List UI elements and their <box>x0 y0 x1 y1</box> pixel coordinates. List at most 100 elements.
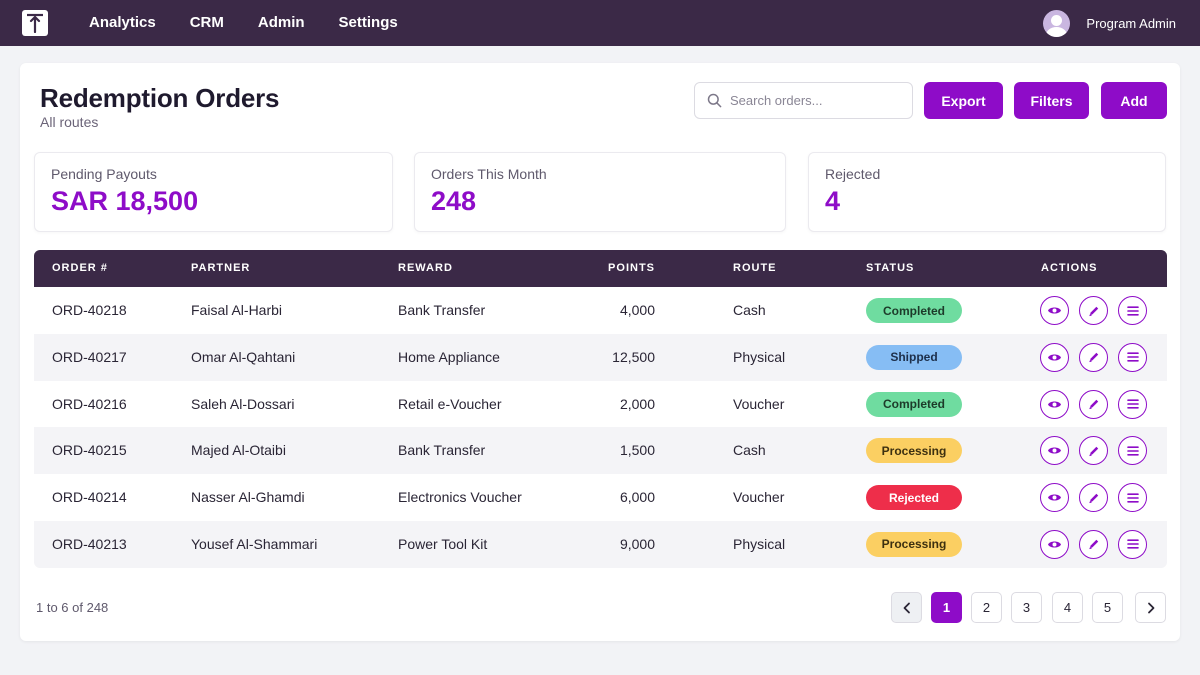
column-header-partner[interactable]: PARTNER <box>191 262 251 274</box>
add-button[interactable]: Add <box>1101 82 1167 119</box>
cell-points: 1,500 <box>619 442 655 459</box>
row-actions <box>1040 529 1157 559</box>
view-button[interactable] <box>1040 389 1069 419</box>
export-button[interactable]: Export <box>924 82 1003 119</box>
details-button[interactable] <box>1118 436 1147 466</box>
view-button[interactable] <box>1040 342 1069 372</box>
cell-partner: Yousef Al-Shammari <box>191 535 318 552</box>
view-button[interactable] <box>1040 436 1069 466</box>
cell-route: Cash <box>733 442 766 459</box>
view-button[interactable] <box>1040 529 1069 559</box>
details-button[interactable] <box>1118 529 1147 559</box>
table-row[interactable]: ORD-40215 Majed Al-Otaibi Bank Transfer 1,5… <box>34 427 1167 475</box>
row-actions <box>1040 483 1157 513</box>
column-header-route[interactable]: ROUTE <box>733 262 777 274</box>
table-row[interactable]: ORD-40217 Omar Al-Qahtani Home Appliance 12… <box>34 333 1167 381</box>
list-icon <box>1126 539 1139 550</box>
table-row[interactable]: ORD-40214 Nasser Al-Ghamdi Electronics Vou… <box>34 474 1167 521</box>
details-button[interactable] <box>1118 296 1147 325</box>
cell-partner: Faisal Al-Harbi <box>191 302 283 318</box>
eye-icon <box>1047 399 1062 410</box>
app-logo[interactable] <box>22 10 48 36</box>
status-badge: Rejected <box>866 485 962 511</box>
avatar[interactable] <box>1043 9 1071 37</box>
edit-button[interactable] <box>1079 389 1108 419</box>
stat-card-pending-payouts: Pending Payouts SAR 18,500 <box>34 152 393 232</box>
cell-order-number: ORD-40213 <box>52 535 127 552</box>
search-box[interactable] <box>694 82 913 119</box>
main-panel: Redemption Orders All routes Export Filt… <box>20 63 1180 641</box>
cell-partner: Saleh Al-Dossari <box>191 395 295 412</box>
pagination-page-2[interactable]: 2 <box>971 592 1002 623</box>
stat-label: Orders This Month <box>431 166 547 182</box>
stat-label: Rejected <box>825 166 881 182</box>
pencil-icon <box>1088 398 1100 410</box>
nav-item-crm[interactable]: CRM <box>189 14 224 31</box>
logo-arrow-icon <box>27 13 43 33</box>
status-badge: Shipped <box>866 344 962 370</box>
cell-points: 9,000 <box>619 535 655 552</box>
pagination-prev-button[interactable] <box>891 592 922 623</box>
view-button[interactable] <box>1040 483 1069 513</box>
status-badge: Completed <box>866 298 962 323</box>
user-name[interactable]: Program Admin <box>1086 15 1176 31</box>
edit-button[interactable] <box>1079 296 1108 325</box>
top-navigation-bar: Analytics CRM Admin Settings Program Adm… <box>0 0 1200 46</box>
nav-item-admin[interactable]: Admin <box>257 14 305 31</box>
cell-route: Physical <box>733 348 786 365</box>
details-button[interactable] <box>1118 483 1147 513</box>
page-subtitle: All routes <box>40 114 99 130</box>
eye-icon <box>1047 492 1062 503</box>
pagination-page-1[interactable]: 1 <box>931 592 962 623</box>
pagination-page-4[interactable]: 4 <box>1052 592 1083 623</box>
pagination-page-5[interactable]: 5 <box>1092 592 1123 623</box>
edit-button[interactable] <box>1079 436 1108 466</box>
list-icon <box>1126 352 1139 362</box>
search-input[interactable] <box>730 93 900 108</box>
status-badge: Processing <box>866 531 962 557</box>
details-button[interactable] <box>1118 389 1147 419</box>
edit-button[interactable] <box>1079 483 1108 513</box>
pagination-page-3[interactable]: 3 <box>1011 592 1042 623</box>
user-menu[interactable]: Program Admin <box>1043 0 1176 46</box>
stat-value: 4 <box>825 186 841 216</box>
cell-reward: Bank Transfer <box>398 442 486 459</box>
list-icon <box>1126 446 1139 456</box>
nav-item-analytics[interactable]: Analytics <box>89 14 156 31</box>
column-header-order[interactable]: ORDER # <box>52 262 108 274</box>
filters-button[interactable]: Filters <box>1014 82 1089 119</box>
chevron-right-icon <box>1147 602 1154 613</box>
status-badge: Processing <box>866 438 962 464</box>
stat-label: Pending Payouts <box>51 166 157 182</box>
details-button[interactable] <box>1118 342 1147 372</box>
table-row[interactable]: ORD-40216 Saleh Al-Dossari Retail e-Vouche… <box>34 381 1167 428</box>
row-actions <box>1040 436 1157 466</box>
status-badge: Completed <box>866 391 962 417</box>
cell-points: 4,000 <box>619 302 655 318</box>
search-icon <box>707 93 722 108</box>
pencil-icon <box>1088 445 1100 457</box>
orders-table: ORDER # PARTNER REWARD POINTS ROUTE STAT… <box>34 250 1167 568</box>
list-icon <box>1126 493 1139 503</box>
column-header-actions: ACTIONS <box>1041 262 1098 274</box>
cell-points: 12,500 <box>612 348 655 365</box>
chevron-left-icon <box>903 602 910 613</box>
nav-item-settings[interactable]: Settings <box>338 14 398 31</box>
column-header-status[interactable]: STATUS <box>866 262 915 274</box>
cell-reward: Home Appliance <box>398 348 500 365</box>
stat-value: SAR 18,500 <box>51 186 199 216</box>
cell-route: Voucher <box>733 395 785 412</box>
column-header-reward[interactable]: REWARD <box>398 262 453 274</box>
edit-button[interactable] <box>1079 529 1108 559</box>
eye-icon <box>1047 305 1062 316</box>
cell-points: 6,000 <box>619 489 655 506</box>
column-header-points[interactable]: POINTS <box>608 262 655 274</box>
view-button[interactable] <box>1040 296 1069 325</box>
edit-button[interactable] <box>1079 342 1108 372</box>
table-row[interactable]: ORD-40218 Faisal Al-Harbi Bank Transfer 4,0… <box>34 287 1167 334</box>
pagination-next-button[interactable] <box>1135 592 1166 623</box>
pencil-icon <box>1088 538 1100 550</box>
cell-partner: Majed Al-Otaibi <box>191 442 286 459</box>
table-row[interactable]: ORD-40213 Yousef Al-Shammari Power Tool Ki… <box>34 520 1167 568</box>
cell-partner: Nasser Al-Ghamdi <box>191 489 305 506</box>
